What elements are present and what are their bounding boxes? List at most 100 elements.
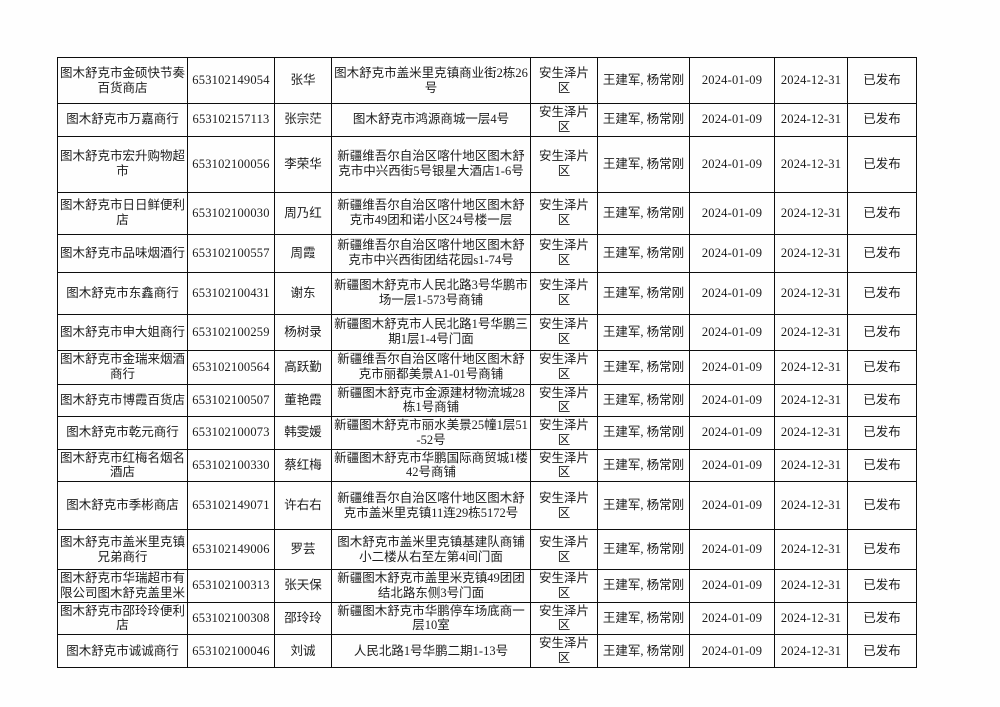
cell-address: 新疆图木舒克市人民北路1号华鹏三期1层1-4号门面 [331,313,531,351]
cell-area: 安生泽片区 [530,313,598,351]
cell-address: 新疆图木舒克市华鹏国际商贸城1楼42号商铺 [331,448,531,482]
cell-status: 已发布 [847,233,917,273]
cell-area: 安生泽片区 [530,529,598,570]
cell-address: 人民北路1号华鹏二期1-13号 [331,634,531,668]
cell-end-date: 2024-12-31 [774,191,848,235]
cell-end-date: 2024-12-31 [774,349,848,385]
cell-credit-code: 653102157113 [187,103,275,137]
cell-start-date: 2024-01-09 [689,569,775,603]
cell-address: 图木舒克市盖米里克镇基建队商铺小二楼从右至左第4间门面 [331,529,531,570]
cell-staff-names: 王建军, 杨常刚 [597,634,690,668]
cell-end-date: 2024-12-31 [774,634,848,668]
table-body: 图木舒克市金硕快节奏百货商店 653102149054 张华 图木舒克市盖米里克… [57,57,917,668]
table-row: 图木舒克市东鑫商行 653102100431 谢东 新疆图木舒克市人民北路3号华… [57,271,917,315]
cell-start-date: 2024-01-09 [689,481,775,530]
cell-end-date: 2024-12-31 [774,601,848,635]
cell-area: 安生泽片区 [530,57,598,104]
cell-area: 安生泽片区 [530,416,598,450]
cell-staff-names: 王建军, 杨常刚 [597,191,690,235]
cell-person-name: 邵玲玲 [274,601,332,635]
cell-area: 安生泽片区 [530,191,598,235]
table-row: 图木舒克市万嘉商行 653102157113 张宗茫 图木舒克市鸿源商城一层4号… [57,103,917,137]
cell-start-date: 2024-01-09 [689,529,775,570]
cell-status: 已发布 [847,448,917,482]
cell-store-name: 图木舒克市申大姐商行 [57,313,188,351]
cell-area: 安生泽片区 [530,103,598,137]
cell-end-date: 2024-12-31 [774,383,848,417]
cell-store-name: 图木舒克市金瑞来烟酒商行 [57,349,188,385]
cell-area: 安生泽片区 [530,634,598,668]
cell-person-name: 蔡红梅 [274,448,332,482]
cell-end-date: 2024-12-31 [774,448,848,482]
cell-store-name: 图木舒克市金硕快节奏百货商店 [57,57,188,104]
cell-staff-names: 王建军, 杨常刚 [597,313,690,351]
cell-staff-names: 王建军, 杨常刚 [597,601,690,635]
cell-start-date: 2024-01-09 [689,383,775,417]
cell-store-name: 图木舒克市季彬商店 [57,481,188,530]
cell-address: 新疆图木舒克市华鹏停车场底商一层10室 [331,601,531,635]
cell-start-date: 2024-01-09 [689,448,775,482]
cell-credit-code: 653102149054 [187,57,275,104]
cell-staff-names: 王建军, 杨常刚 [597,383,690,417]
cell-area: 安生泽片区 [530,448,598,482]
cell-store-name: 图木舒克市博霞百货店 [57,383,188,417]
table-row: 图木舒克市博霞百货店 653102100507 董艳霞 新疆图木舒克市金源建材物… [57,383,917,417]
cell-credit-code: 653102100557 [187,233,275,273]
cell-status: 已发布 [847,634,917,668]
cell-store-name: 图木舒克市华瑞超市有限公司图木舒克盖里米 [57,569,188,603]
cell-address: 图木舒克市盖米里克镇商业街2栋26号 [331,57,531,104]
cell-end-date: 2024-12-31 [774,135,848,193]
table-row: 图木舒克市乾元商行 653102100073 韩雯媛 新疆图木舒克市丽水美景25… [57,416,917,450]
business-registry-table: 图木舒克市金硕快节奏百货商店 653102149054 张华 图木舒克市盖米里克… [57,57,917,668]
cell-area: 安生泽片区 [530,383,598,417]
cell-credit-code: 653102100564 [187,349,275,385]
cell-store-name: 图木舒克市邵玲玲便利店 [57,601,188,635]
cell-person-name: 李荣华 [274,135,332,193]
cell-start-date: 2024-01-09 [689,233,775,273]
cell-credit-code: 653102100308 [187,601,275,635]
cell-person-name: 许右右 [274,481,332,530]
cell-address: 新疆维吾尔自治区喀什地区图木舒克市盖米里克镇11连29栋5172号 [331,481,531,530]
cell-status: 已发布 [847,271,917,315]
cell-end-date: 2024-12-31 [774,103,848,137]
cell-store-name: 图木舒克市盖米里克镇兄弟商行 [57,529,188,570]
table-row: 图木舒克市诚诚商行 653102100046 刘诚 人民北路1号华鹏二期1-13… [57,634,917,668]
cell-address: 新疆图木舒克市金源建材物流城28栋1号商铺 [331,383,531,417]
cell-status: 已发布 [847,191,917,235]
cell-area: 安生泽片区 [530,271,598,315]
cell-status: 已发布 [847,383,917,417]
cell-start-date: 2024-01-09 [689,271,775,315]
table-row: 图木舒克市日日鲜便利店 653102100030 周乃红 新疆维吾尔自治区喀什地… [57,191,917,235]
cell-staff-names: 王建军, 杨常刚 [597,569,690,603]
cell-status: 已发布 [847,135,917,193]
cell-credit-code: 653102100056 [187,135,275,193]
cell-end-date: 2024-12-31 [774,569,848,603]
cell-status: 已发布 [847,416,917,450]
cell-status: 已发布 [847,313,917,351]
cell-start-date: 2024-01-09 [689,634,775,668]
cell-staff-names: 王建军, 杨常刚 [597,233,690,273]
cell-person-name: 张宗茫 [274,103,332,137]
cell-staff-names: 王建军, 杨常刚 [597,481,690,530]
cell-end-date: 2024-12-31 [774,57,848,104]
table-row: 图木舒克市金瑞来烟酒商行 653102100564 高跃勤 新疆维吾尔自治区喀什… [57,349,917,385]
cell-credit-code: 653102100259 [187,313,275,351]
cell-staff-names: 王建军, 杨常刚 [597,529,690,570]
cell-address: 新疆维吾尔自治区喀什地区图木舒克市中兴西街团结花园s1-74号 [331,233,531,273]
cell-staff-names: 王建军, 杨常刚 [597,271,690,315]
cell-status: 已发布 [847,601,917,635]
cell-person-name: 杨树录 [274,313,332,351]
cell-end-date: 2024-12-31 [774,529,848,570]
table-row: 图木舒克市华瑞超市有限公司图木舒克盖里米 653102100313 张天保 新疆… [57,569,917,603]
cell-start-date: 2024-01-09 [689,349,775,385]
cell-store-name: 图木舒克市宏升购物超市 [57,135,188,193]
cell-status: 已发布 [847,481,917,530]
cell-start-date: 2024-01-09 [689,135,775,193]
cell-start-date: 2024-01-09 [689,313,775,351]
cell-credit-code: 653102100313 [187,569,275,603]
cell-person-name: 周霞 [274,233,332,273]
cell-end-date: 2024-12-31 [774,481,848,530]
cell-status: 已发布 [847,349,917,385]
cell-area: 安生泽片区 [530,569,598,603]
cell-end-date: 2024-12-31 [774,271,848,315]
